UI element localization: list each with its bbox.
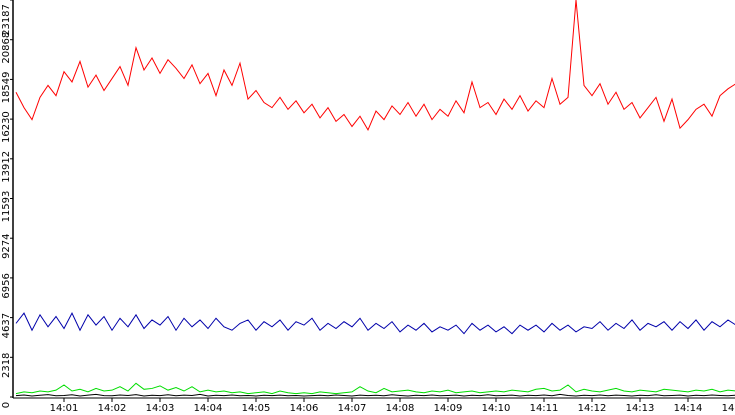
x-tick-label: 14:03 [146,403,175,414]
x-tick-label: 14:09 [434,403,463,414]
y-tick-label: 11593 [1,191,12,223]
x-tick-label: 14:08 [386,403,415,414]
x-tick-label: 14:07 [338,403,367,414]
y-tick-label: 18549 [1,72,12,104]
y-tick-label: 6956 [1,273,12,298]
x-tick-label: 14:04 [194,403,223,414]
series-line [15,393,735,397]
y-tick-label: 16230 [1,111,12,143]
x-tick-label: 14:15 [722,403,735,414]
y-tick-label: 23187 [1,4,12,36]
x-tick-label: 14:05 [242,403,271,414]
y-tick-label: 9274 [1,233,12,258]
x-tick-label: 14:14 [674,403,703,414]
x-tick-label: 14:12 [578,403,607,414]
x-tick-label: 14:11 [530,403,559,414]
x-tick-label: 14:01 [50,403,79,414]
series-line [15,382,735,395]
series-line [15,311,735,335]
x-tick-label: 14:02 [98,403,127,414]
x-tick-label: 14:06 [290,403,319,414]
y-tick-label: 2318 [1,353,12,378]
x-tick-label: 14:10 [482,403,511,414]
y-tick-label: 4637 [1,313,12,338]
y-tick-label: 0 [1,402,12,408]
y-tick-label: 20868 [1,32,12,64]
series-line [15,0,735,132]
y-tick-label: 13912 [1,151,12,183]
x-tick-label: 14:13 [626,403,655,414]
